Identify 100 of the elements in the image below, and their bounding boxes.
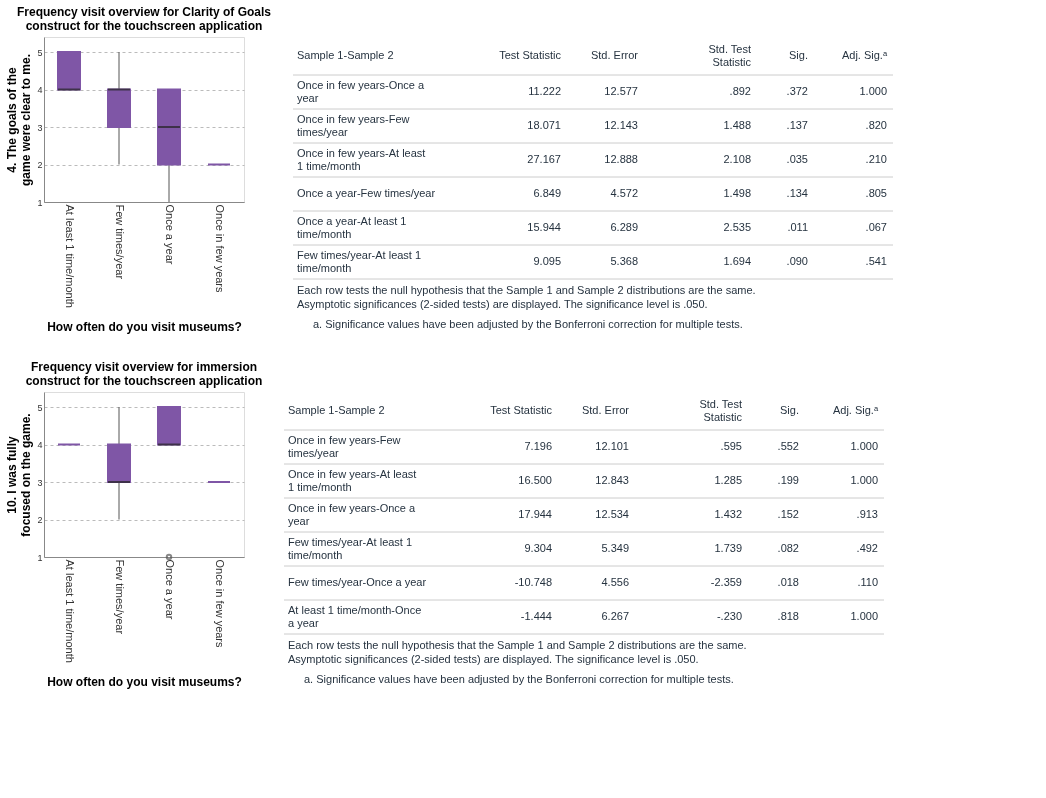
- text: 1.694: [723, 255, 751, 267]
- text: 4.556: [601, 576, 629, 588]
- text: Adj. Sig.ᵃ: [841, 49, 888, 61]
- x-tick-label: Once in few years: [214, 559, 226, 649]
- text: -10.748: [514, 576, 552, 588]
- text: 1.285: [714, 474, 742, 486]
- x-tick-label: Few times/year: [114, 204, 126, 280]
- text: 6.267: [601, 610, 629, 622]
- text: 5.349: [601, 542, 629, 554]
- text: Once in few years-Few times/year: [288, 433, 401, 459]
- text: 1.000: [850, 610, 878, 622]
- text: Sample 1-Sample 2: [288, 404, 385, 416]
- text: Few times/year-At least 1 time/month: [288, 535, 413, 561]
- y-tick-label: 3: [37, 477, 43, 488]
- text: Std. Error: [590, 49, 639, 61]
- text: 1.000: [850, 474, 878, 486]
- text: Once in few years-Few times/year: [297, 112, 410, 138]
- x-axis-title: How often do you visit museums?: [47, 319, 242, 334]
- y-tick-label: 2: [37, 160, 43, 170]
- text: 11.222: [528, 85, 561, 97]
- text: -1.444: [520, 610, 552, 622]
- text: Adj. Sig.ᵃ: [832, 404, 879, 416]
- text: 1.000: [859, 85, 887, 97]
- y-tick-label: 1: [37, 197, 43, 208]
- text: 15.944: [527, 221, 561, 233]
- y-tick-label: 1: [37, 552, 43, 563]
- text: .090: [786, 255, 808, 267]
- y-tick-label: 2: [37, 515, 43, 525]
- text: 12.577: [604, 85, 638, 97]
- text: .018: [777, 576, 799, 588]
- text: Each row tests the null hypothesis that the Sample 1 and Sample 2 distributions are the same.: [288, 639, 747, 651]
- text: 1.739: [714, 542, 742, 554]
- x-tick-label: Few times/year: [114, 559, 126, 635]
- x-tick-label: At least 1 time/month: [64, 204, 76, 308]
- text: 6.289: [610, 221, 638, 233]
- text: Once in few years-At least 1 time/month: [297, 146, 426, 172]
- text: Few times/year-At least 1 time/month: [297, 248, 422, 274]
- text: .152: [777, 508, 799, 520]
- text: Test Statistic: [490, 404, 553, 416]
- text: 5.368: [610, 255, 638, 267]
- text: 9.304: [524, 542, 552, 554]
- y-axis-title: 10. I was fully focused on the game.: [5, 413, 34, 537]
- text: .892: [729, 85, 751, 97]
- text: 6.849: [533, 187, 561, 199]
- text: .805: [865, 187, 887, 199]
- text: .595: [720, 440, 742, 452]
- text: .137: [786, 119, 808, 131]
- text: 12.843: [595, 474, 629, 486]
- x-tick-label: At least 1 time/month: [64, 559, 76, 663]
- text: Std. Error: [581, 404, 630, 416]
- y-tick-label: 5: [37, 402, 43, 413]
- text: 2.535: [723, 221, 751, 233]
- text: 7.196: [524, 440, 552, 452]
- x-tick-label: Once a year: [164, 204, 176, 265]
- text: .818: [777, 610, 799, 622]
- text: Once in few years-Once a year: [288, 501, 417, 527]
- text: 9.095: [533, 255, 561, 267]
- text: 1.488: [723, 119, 751, 131]
- text: .541: [865, 255, 887, 267]
- text: Sig.: [789, 49, 808, 61]
- text: .067: [865, 221, 887, 233]
- chart-title: Frequency visit overview for Clarity of Goals construct for the touchscreen application: [16, 5, 272, 33]
- chart-title: Frequency visit overview for immersion construct for the touchscreen application: [25, 360, 263, 388]
- text: 12.101: [595, 440, 629, 452]
- text: Sample 1-Sample 2: [297, 49, 394, 61]
- text: Std. Test Statistic: [699, 397, 743, 423]
- text: .372: [786, 85, 808, 97]
- text: Once in few years-Once a year: [297, 78, 426, 104]
- text: .199: [777, 474, 799, 486]
- text: Once in few years-At least 1 time/month: [288, 467, 417, 493]
- y-tick-label: 4: [37, 85, 43, 95]
- y-tick-label: 4: [37, 440, 43, 450]
- x-tick-label: Once in few years: [214, 204, 226, 294]
- y-axis-title: 4. The goals of the game were clear to me.: [5, 53, 34, 187]
- text: -.230: [716, 610, 742, 622]
- text: Test Statistic: [499, 49, 562, 61]
- text: a. Significance values have been adjusted by the Bonferroni correction for multiple tests.: [313, 318, 743, 330]
- x-axis-title: How often do you visit museums?: [47, 674, 242, 689]
- text: a. Significance values have been adjusted by the Bonferroni correction for multiple tests.: [304, 673, 734, 685]
- text: Std. Test Statistic: [708, 42, 752, 68]
- text: 17.944: [518, 508, 552, 520]
- text: 1.000: [850, 440, 878, 452]
- text: 16.500: [518, 474, 552, 486]
- text: 12.143: [604, 119, 638, 131]
- text: Asymptotic significances (2-sided tests) are displayed. The significance level is .050.: [297, 298, 708, 310]
- text: .134: [786, 187, 808, 199]
- y-tick-label: 3: [37, 122, 43, 133]
- text: -2.359: [710, 576, 742, 588]
- text: 18.071: [527, 119, 561, 131]
- y-tick-label: 5: [37, 47, 43, 58]
- text: Few times/year-Once a year: [288, 576, 427, 588]
- text: 1.432: [714, 508, 742, 520]
- text: 27.167: [527, 153, 561, 165]
- text: At least 1 time/month-Once a year: [288, 603, 422, 629]
- text: .492: [856, 542, 878, 554]
- text: .011: [787, 221, 808, 233]
- text: .913: [856, 508, 878, 520]
- text: Once a year-Few times/year: [297, 187, 436, 199]
- text: 1.498: [723, 187, 751, 199]
- text: .210: [865, 153, 887, 165]
